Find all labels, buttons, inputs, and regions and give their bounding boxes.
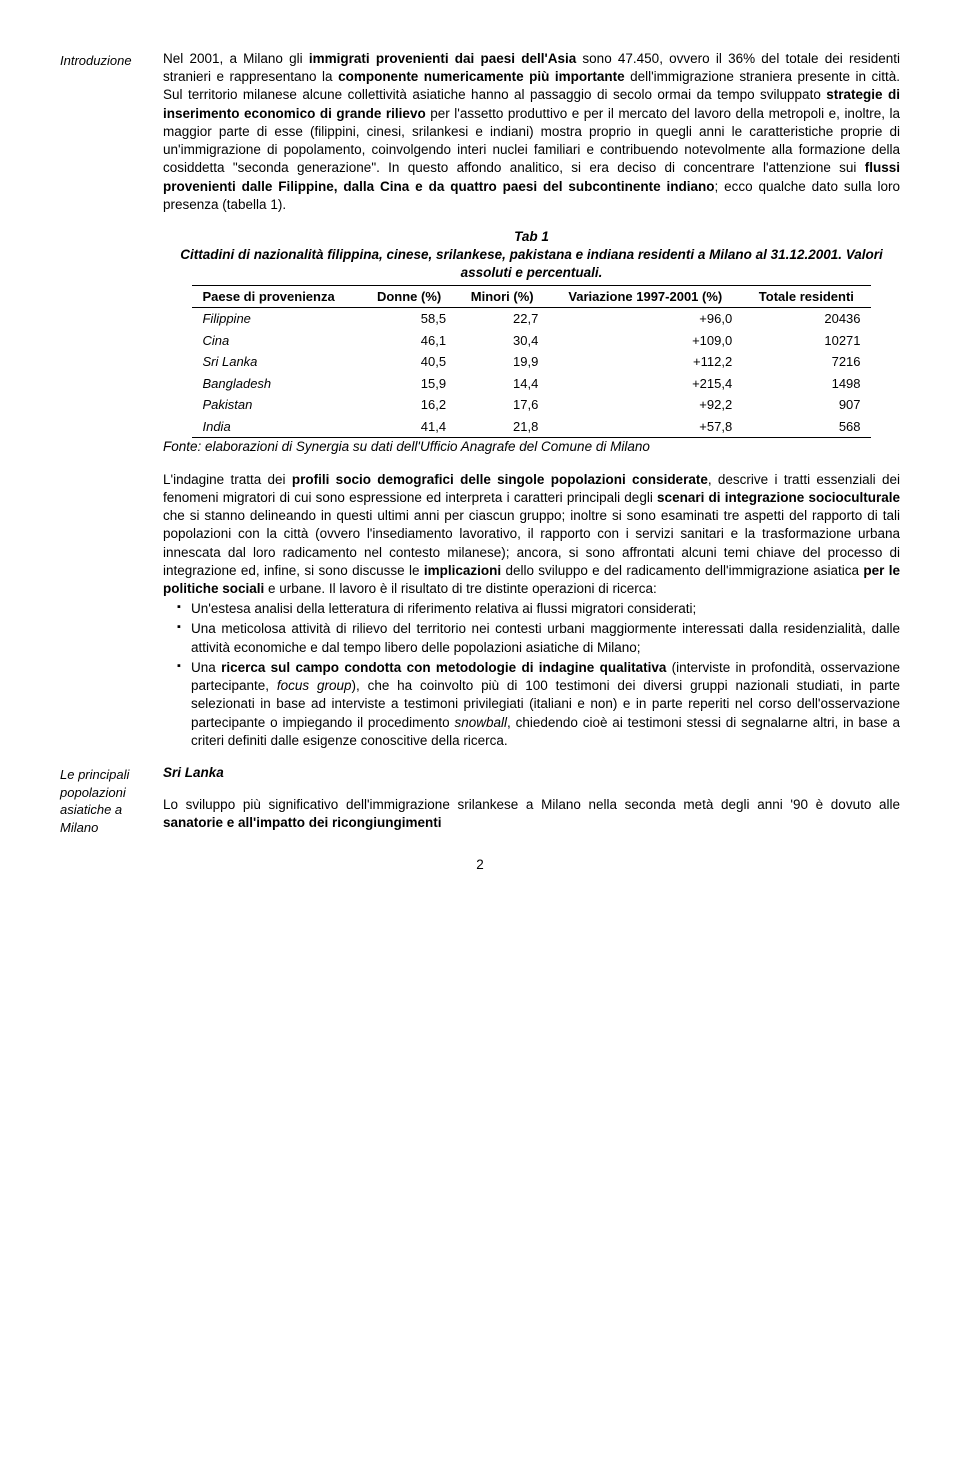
cell: 568 bbox=[742, 416, 870, 438]
cell: 907 bbox=[742, 394, 870, 416]
cell: 14,4 bbox=[456, 373, 548, 395]
cell: Pakistan bbox=[192, 394, 362, 416]
page-number: 2 bbox=[60, 856, 900, 874]
cell: 20436 bbox=[742, 308, 870, 330]
cell: +57,8 bbox=[548, 416, 742, 438]
table-header-row: Paese di provenienza Donne (%) Minori (%… bbox=[192, 285, 870, 308]
table-row: Pakistan 16,2 17,6 +92,2 907 bbox=[192, 394, 870, 416]
body-populations: Sri Lanka Lo sviluppo più significativo … bbox=[163, 764, 900, 833]
cell: 58,5 bbox=[362, 308, 456, 330]
table-caption: Cittadini di nazionalità filippina, cine… bbox=[163, 246, 900, 282]
cell: Bangladesh bbox=[192, 373, 362, 395]
text: e urbane. Il lavoro è il risultato di tr… bbox=[264, 581, 656, 596]
cell: India bbox=[192, 416, 362, 438]
cell: 10271 bbox=[742, 330, 870, 352]
cell: 30,4 bbox=[456, 330, 548, 352]
table-body: Filippine 58,5 22,7 +96,0 20436 Cina 46,… bbox=[192, 308, 870, 438]
text-italic: snowball bbox=[455, 715, 508, 730]
text-bold: immigrati provenienti dai paesi dell'Asi… bbox=[309, 51, 576, 66]
text: Una bbox=[191, 660, 221, 675]
intro-paragraph: Nel 2001, a Milano gli immigrati proveni… bbox=[163, 50, 900, 214]
cell: 7216 bbox=[742, 351, 870, 373]
cell: 1498 bbox=[742, 373, 870, 395]
text-bold: scenari di integrazione socioculturale bbox=[657, 490, 900, 505]
cell: +215,4 bbox=[548, 373, 742, 395]
subheading-srilanka: Sri Lanka bbox=[163, 764, 900, 782]
body-paragraph: L'indagine tratta dei profili socio demo… bbox=[163, 471, 900, 599]
cell: 46,1 bbox=[362, 330, 456, 352]
col-header: Donne (%) bbox=[362, 285, 456, 308]
text-bold: componente numericamente più importante bbox=[338, 69, 625, 84]
cell: 21,8 bbox=[456, 416, 548, 438]
col-header: Totale residenti bbox=[742, 285, 870, 308]
text: Lo sviluppo più significativo dell'immig… bbox=[163, 797, 900, 812]
table-row: Bangladesh 15,9 14,4 +215,4 1498 bbox=[192, 373, 870, 395]
section-intro: Introduzione Nel 2001, a Milano gli immi… bbox=[60, 50, 900, 764]
body-intro: Nel 2001, a Milano gli immigrati proveni… bbox=[163, 50, 900, 764]
margin-label-populations: Le principali popolazioni asiatiche a Mi… bbox=[60, 764, 163, 836]
cell: 15,9 bbox=[362, 373, 456, 395]
cell: Cina bbox=[192, 330, 362, 352]
table-row: India 41,4 21,8 +57,8 568 bbox=[192, 416, 870, 438]
section-populations: Le principali popolazioni asiatiche a Mi… bbox=[60, 764, 900, 836]
text-bold: ricerca sul campo condotta con metodolog… bbox=[221, 660, 666, 675]
cell: +112,2 bbox=[548, 351, 742, 373]
col-header: Variazione 1997-2001 (%) bbox=[548, 285, 742, 308]
table-row: Filippine 58,5 22,7 +96,0 20436 bbox=[192, 308, 870, 330]
text: L'indagine tratta dei bbox=[163, 472, 292, 487]
cell: +109,0 bbox=[548, 330, 742, 352]
list-item: Un'estesa analisi della letteratura di r… bbox=[177, 600, 900, 618]
cell: 17,6 bbox=[456, 394, 548, 416]
cell: 16,2 bbox=[362, 394, 456, 416]
text-italic: focus group bbox=[277, 678, 352, 693]
text: dello sviluppo e del radicamento dell'im… bbox=[501, 563, 863, 578]
cell: 40,5 bbox=[362, 351, 456, 373]
cell: 22,7 bbox=[456, 308, 548, 330]
cell: 19,9 bbox=[456, 351, 548, 373]
cell: Sri Lanka bbox=[192, 351, 362, 373]
text-bold: sanatorie e all'impatto dei ricongiungim… bbox=[163, 815, 442, 830]
bullet-list: Un'estesa analisi della letteratura di r… bbox=[163, 600, 900, 750]
cell: +92,2 bbox=[548, 394, 742, 416]
srilanka-paragraph: Lo sviluppo più significativo dell'immig… bbox=[163, 796, 900, 832]
cell: +96,0 bbox=[548, 308, 742, 330]
col-header: Minori (%) bbox=[456, 285, 548, 308]
table-row: Cina 46,1 30,4 +109,0 10271 bbox=[192, 330, 870, 352]
col-header: Paese di provenienza bbox=[192, 285, 362, 308]
margin-label-intro: Introduzione bbox=[60, 50, 163, 70]
data-table: Paese di provenienza Donne (%) Minori (%… bbox=[192, 285, 870, 439]
cell: Filippine bbox=[192, 308, 362, 330]
cell: 41,4 bbox=[362, 416, 456, 438]
table-row: Sri Lanka 40,5 19,9 +112,2 7216 bbox=[192, 351, 870, 373]
text: Nel 2001, a Milano gli bbox=[163, 51, 309, 66]
list-item: Una meticolosa attività di rilievo del t… bbox=[177, 620, 900, 656]
table-title: Tab 1 bbox=[163, 228, 900, 246]
list-item: Una ricerca sul campo condotta con metod… bbox=[177, 659, 900, 750]
text-bold: implicazioni bbox=[424, 563, 501, 578]
table-source: Fonte: elaborazioni di Synergia su dati … bbox=[163, 438, 900, 456]
text-bold: profili socio demografici delle singole … bbox=[292, 472, 708, 487]
